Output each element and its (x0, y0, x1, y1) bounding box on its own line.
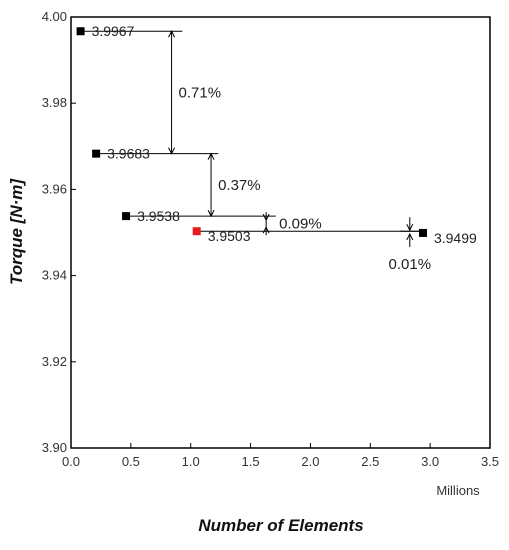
data-points: 3.9967 3.9683 3.9538 3.9503 3.9499 (76, 23, 477, 246)
arrow-head-icon (262, 226, 270, 234)
difference-label: 0.37% (218, 177, 261, 194)
x-tick-label: 3.0 (421, 454, 439, 469)
difference-annotations: 0.71% 0.37% 0.09% 0.01% (80, 30, 432, 273)
difference-label: 0.71% (179, 84, 222, 101)
y-tick-label: 3.98 (42, 95, 67, 110)
data-label: 3.9499 (434, 230, 477, 246)
y-axis-title: Torque [N·m] (7, 178, 26, 285)
data-label: 3.9967 (92, 23, 135, 39)
x-tick-label: 1.5 (242, 454, 260, 469)
x-tick-label: 2.0 (301, 454, 319, 469)
x-tick-label: 2.5 (361, 454, 379, 469)
x-axis-title: Number of Elements (198, 516, 363, 535)
data-point (92, 149, 101, 158)
data-label: 3.9683 (107, 146, 150, 162)
x-axis-units: Millions (436, 483, 480, 498)
difference-label: 0.01% (389, 256, 432, 273)
arrow-head-icon (207, 209, 215, 218)
y-tick-label: 3.90 (42, 440, 67, 455)
x-tick-label: 0.0 (62, 454, 80, 469)
difference-label: 0.09% (279, 216, 322, 233)
y-tick-label: 3.94 (42, 268, 67, 283)
arrow-head-icon (168, 30, 176, 38)
data-point (122, 212, 131, 221)
data-point (192, 227, 201, 236)
arrow-head-icon (406, 232, 414, 241)
x-axis: 0.0 0.5 1.0 1.5 2.0 2.5 3.0 3.5 (62, 443, 499, 469)
y-axis: 3.90 3.92 3.94 3.96 3.98 4.00 (42, 9, 76, 455)
data-point (76, 27, 85, 36)
x-tick-label: 0.5 (122, 454, 140, 469)
y-tick-label: 4.00 (42, 9, 67, 24)
arrow-head-icon (406, 223, 414, 232)
data-label: 3.9538 (137, 208, 180, 224)
x-tick-label: 1.0 (182, 454, 200, 469)
arrow-head-icon (168, 147, 176, 155)
data-point (418, 228, 427, 237)
data-label: 3.9503 (208, 228, 251, 244)
arrow-head-icon (207, 152, 215, 160)
y-tick-label: 3.92 (42, 354, 67, 369)
arrow-head-icon (262, 213, 270, 222)
x-tick-label: 3.5 (481, 454, 499, 469)
y-tick-label: 3.96 (42, 181, 67, 196)
